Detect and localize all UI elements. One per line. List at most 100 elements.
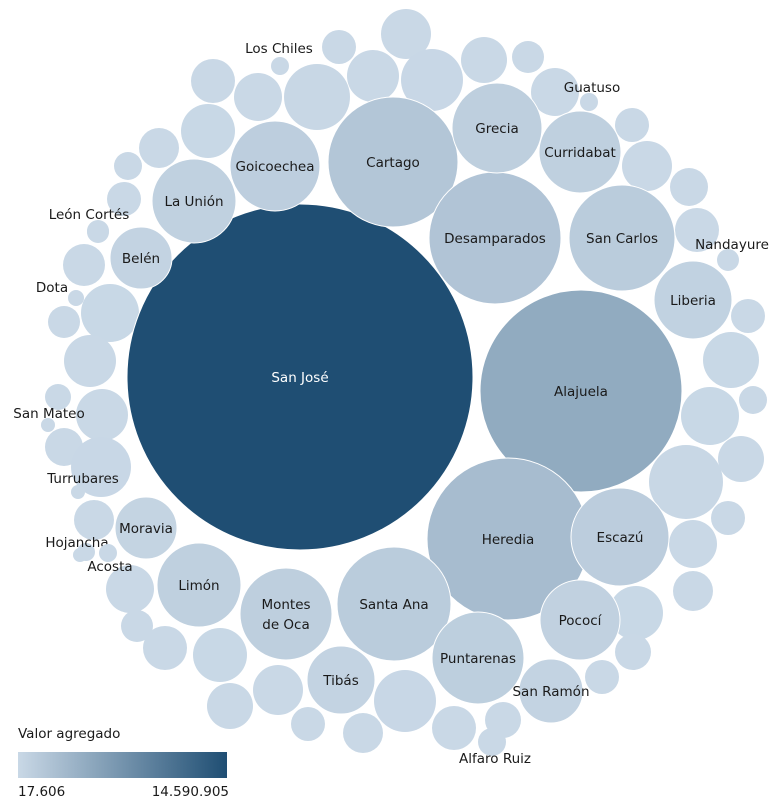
bubble-unlabeled [114,152,142,180]
bubble-unlabeled [253,665,303,715]
bubble-label-belen: Belén [122,251,160,267]
bubble-unlabeled [649,445,723,519]
bubble-alajuela [479,289,683,493]
legend-gradient-bar [18,752,227,778]
bubble-alfaro-ruiz [478,728,506,756]
bubble-unlabeled [76,389,128,441]
bubble-label-curridabat: Curridabat [544,145,616,161]
bubble-limon [156,542,242,628]
bubble-unlabeled [234,73,282,121]
bubble-unlabeled [718,436,764,482]
bubble-label-leon-cortes: León Cortés [49,207,130,223]
bubble-moravia [114,496,178,560]
bubble-label-grecia: Grecia [475,121,518,137]
bubble-unlabeled [45,384,71,410]
bubble-unlabeled [64,335,116,387]
bubble-unlabeled [191,59,235,103]
bubble-unlabeled [139,128,179,168]
bubble-unlabeled [731,299,765,333]
legend-max-label: 14.590.905 [151,784,229,800]
bubble-label-goicoechea: Goicoechea [235,159,314,175]
bubble-unlabeled [207,683,253,729]
bubble-nandayure [717,249,739,271]
bubble-label-turrubares: Turrubares [46,471,119,487]
bubble-escazu [570,487,670,587]
bubble-unlabeled [121,610,153,642]
bubble-unlabeled [615,634,651,670]
bubble-cartago [327,96,459,228]
bubble-guatuso [580,93,598,111]
bubble-label-puntarenas: Puntarenas [440,651,516,667]
bubble-label-acosta: Acosta [87,559,132,575]
bubble-unlabeled [711,501,745,535]
bubble-turrubares [71,485,85,499]
bubble-san-carlos [568,184,676,292]
bubble-label-san-ramon: San Ramón [512,684,589,700]
bubble-label-heredia: Heredia [482,532,535,548]
bubble-san-ramon [518,658,584,724]
bubble-unlabeled [669,520,717,568]
bubble-san-mateo [41,418,55,432]
bubble-unlabeled [106,565,154,613]
bubble-unlabeled [284,64,350,130]
bubble-unlabeled [63,244,105,286]
bubble-label-limon: Limón [178,578,219,594]
bubble-unlabeled [609,586,663,640]
bubble-tibas [306,645,376,715]
bubble-puntarenas [431,611,525,705]
bubble-label-escazu: Escazú [597,530,644,546]
bubble-los-chiles [271,57,289,75]
bubble-label-guatuso: Guatuso [564,80,620,96]
bubble-leon-cortes [87,221,109,243]
bubble-unlabeled [322,30,356,64]
bubble-montes-de-oca [239,567,333,661]
bubble-acosta [99,544,117,562]
bubble-unlabeled [675,208,719,252]
bubble-label-alajuela: Alajuela [554,384,608,400]
bubble-unlabeled [343,713,383,753]
bubble-unlabeled [703,332,759,388]
bubble-unlabeled [615,108,649,142]
bubble-unlabeled [347,50,399,102]
bubble-unlabeled [291,707,325,741]
bubble-pococi [539,579,621,661]
bubble-label-san-jose: San José [271,370,328,386]
bubble-unlabeled [48,306,80,338]
bubble-grecia [451,82,543,174]
bubble-santa-ana [336,546,452,662]
bubble-unlabeled [585,660,619,694]
bubble-label-alfaro-ruiz: Alfaro Ruiz [459,751,531,767]
bubble-unlabeled [401,49,463,111]
bubble-label-san-mateo: San Mateo [13,406,84,422]
bubble-label-montes-de-oca: Montes de Oca [261,597,310,633]
bubble-belen [109,226,173,290]
bubble-label-los-chiles: Los Chiles [245,41,313,57]
bubble-unlabeled [512,41,544,73]
bubble-dota [68,290,84,306]
bubble-label-cartago: Cartago [366,155,420,171]
bubble-liberia [653,260,733,340]
bubble-unlabeled [193,628,247,682]
bubble-unlabeled [673,571,713,611]
bubble-unlabeled [622,141,672,191]
bubble-label-tibas: Tibás [322,673,358,689]
bubble-unlabeled [461,37,507,83]
bubble-curridabat [538,110,622,194]
bubble-label-liberia: Liberia [670,293,716,309]
bubble-label-hojancha: Hojancha [45,535,108,551]
bubble-label-santa-ana: Santa Ana [359,597,428,613]
bubble-unlabeled [374,670,436,732]
bubble-label-moravia: Moravia [119,521,173,537]
bubble-la-union [151,158,237,244]
bubble-unlabeled [107,182,141,216]
bubble-unlabeled [74,500,114,540]
bubble-label-nandayure: Nandayure [695,237,769,253]
bubble-unlabeled [143,626,187,670]
bubble-unlabeled [432,706,476,750]
bubble-unlabeled [681,387,739,445]
legend-title: Valor agregado [18,726,121,742]
bubble-unlabeled [739,386,767,414]
bubble-unlabeled [81,284,139,342]
legend-min-label: 17.606 [18,784,66,800]
